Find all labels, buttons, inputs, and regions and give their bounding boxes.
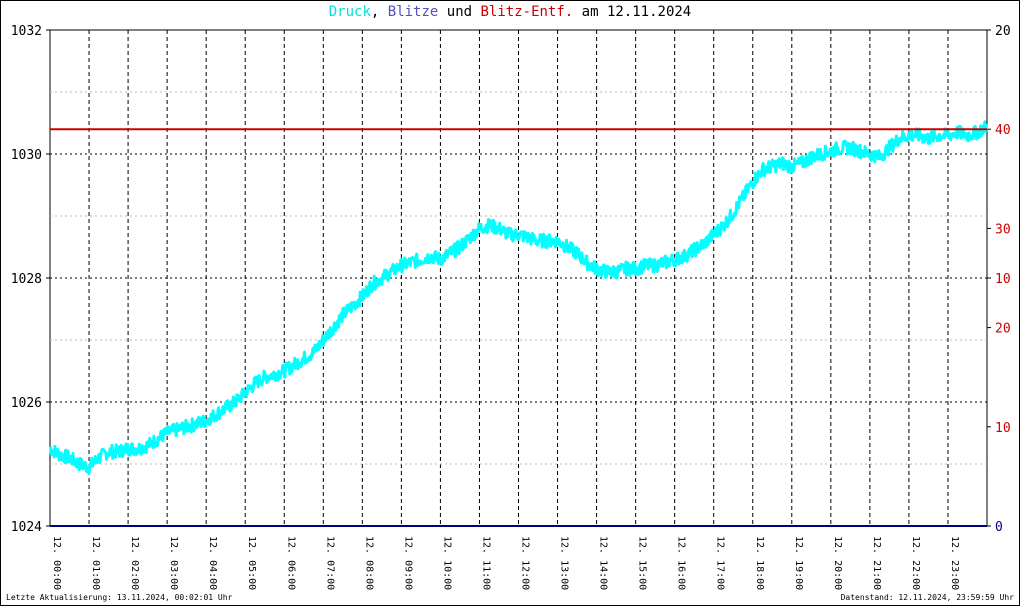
y-tick-label: 1026 — [11, 396, 42, 411]
right-tick-label: 20 — [995, 24, 1011, 39]
x-tick-label: 12. 05:00 — [246, 536, 257, 590]
footer-data-status: Datenstand: 12.11.2024, 23:59:59 Uhr — [840, 593, 1014, 602]
x-tick-label: 12. 11:00 — [480, 536, 491, 590]
title-sep-1: , — [370, 4, 388, 20]
x-tick-label: 12. 21:00 — [871, 536, 882, 590]
x-tick-label: 12. 03:00 — [168, 536, 179, 590]
grid — [49, 29, 988, 527]
x-tick-label: 12. 08:00 — [363, 536, 374, 590]
title-druck: Druck — [328, 4, 371, 20]
x-tick-label: 12. 06:00 — [285, 536, 296, 590]
x-tick-label: 12. 16:00 — [676, 536, 687, 590]
x-tick-label: 12. 14:00 — [598, 536, 609, 590]
series-druck — [49, 120, 989, 475]
title-sep-2: und — [438, 4, 481, 20]
x-tick-label: 12. 13:00 — [559, 536, 570, 590]
right-tick-label: 40 — [995, 123, 1011, 138]
x-tick-label: 12. 07:00 — [324, 536, 335, 590]
title-sep-3: am — [573, 4, 607, 20]
x-tick-label: 12. 10:00 — [441, 536, 452, 590]
title-entf: Blitz-Entf. — [480, 4, 574, 20]
x-tick-label: 12. 20:00 — [832, 536, 843, 590]
y-tick-label: 1024 — [11, 520, 42, 535]
x-tick-label: 12. 00:00 — [51, 536, 62, 590]
x-tick-label: 12. 02:00 — [129, 536, 140, 590]
right-tick-label: 10 — [995, 272, 1011, 287]
y-tick-label: 1030 — [11, 148, 42, 163]
right-tick-label: 30 — [995, 222, 1011, 237]
x-tick-label: 12. 19:00 — [793, 536, 804, 590]
y-tick-label: 1028 — [11, 272, 42, 287]
x-tick-label: 12. 01:00 — [90, 536, 101, 590]
x-tick-label: 12. 22:00 — [910, 536, 921, 590]
title-date: 12.11.2024 — [606, 4, 692, 20]
x-tick-label: 12. 23:00 — [949, 536, 960, 590]
right-tick-label: 10 — [995, 421, 1011, 436]
chart-title: Druck, Blitze und Blitz-Entf. am 12.11.2… — [0, 4, 1020, 20]
right-tick-label: 0 — [995, 520, 1003, 535]
x-tick-label: 12. 17:00 — [715, 536, 726, 590]
x-tick-label: 12. 15:00 — [637, 536, 648, 590]
y-tick-label: 1032 — [11, 24, 42, 39]
title-blitze: Blitze — [387, 4, 439, 20]
x-tick-label: 12. 12:00 — [520, 536, 531, 590]
x-tick-label: 12. 18:00 — [754, 536, 765, 590]
x-tick-label: 12. 09:00 — [402, 536, 413, 590]
series-layer — [49, 120, 989, 527]
right-tick-label: 20 — [995, 322, 1011, 337]
axes: 12. 00:00 12. 01:00 12. 02:00 12. 03:00 12. … — [11, 24, 1011, 590]
x-tick-label: 12. 04:00 — [207, 536, 218, 590]
footer-last-update: Letzte Aktualisierung: 13.11.2024, 00:02… — [6, 593, 233, 602]
